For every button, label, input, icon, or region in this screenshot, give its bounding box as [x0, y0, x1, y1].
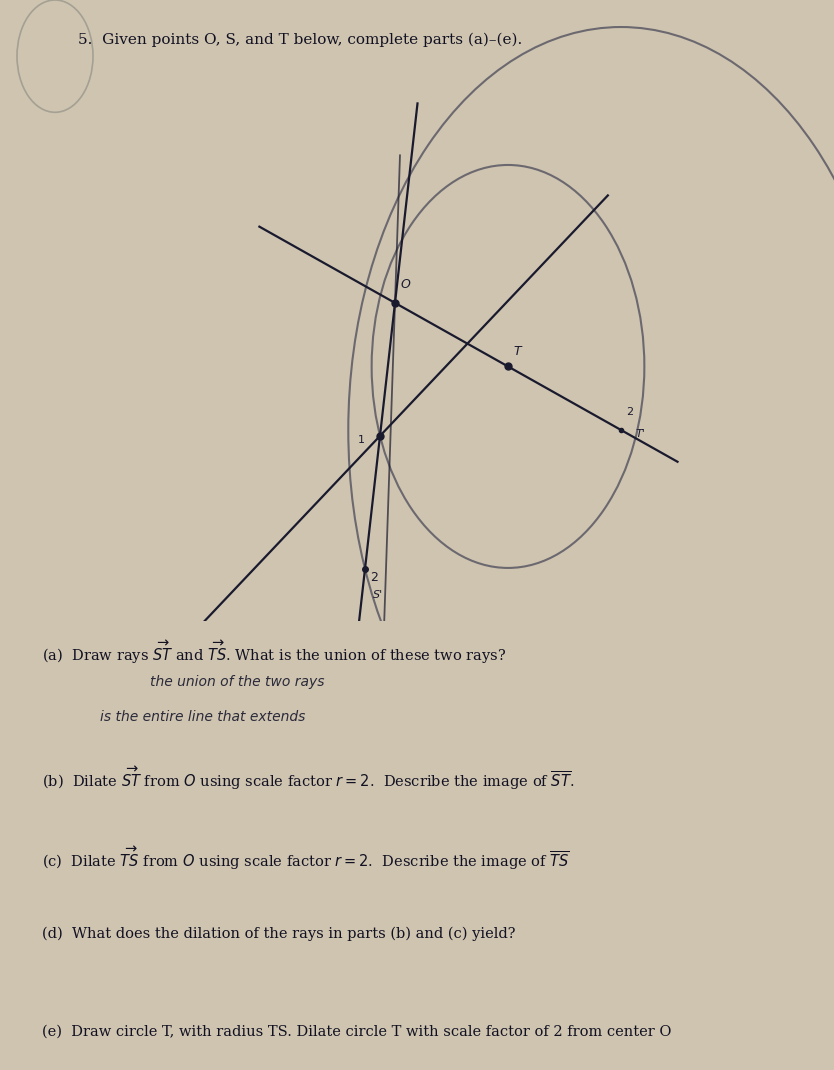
- Text: (a)  Draw rays $\overrightarrow{ST}$ and $\overrightarrow{TS}$. What is the unio: (a) Draw rays $\overrightarrow{ST}$ and …: [42, 639, 506, 666]
- Text: (d)  What does the dilation of the rays in parts (b) and (c) yield?: (d) What does the dilation of the rays i…: [42, 927, 515, 941]
- Text: 2: 2: [370, 570, 378, 584]
- Text: S': S': [373, 591, 383, 600]
- Text: (b)  Dilate $\overrightarrow{ST}$ from $O$ using scale factor $r=2$.  Describe t: (b) Dilate $\overrightarrow{ST}$ from $O…: [42, 764, 574, 792]
- Text: T': T': [636, 429, 646, 440]
- Text: O: O: [401, 278, 411, 291]
- Text: is the entire line that extends: is the entire line that extends: [100, 710, 305, 724]
- Text: T: T: [513, 345, 520, 357]
- Text: 1: 1: [358, 435, 365, 445]
- Text: (e)  Draw circle T, with radius TS. Dilate circle T with scale factor of 2 from : (e) Draw circle T, with radius TS. Dilat…: [42, 1025, 671, 1039]
- Text: 5.  Given points O, S, and T below, complete parts (a)–(e).: 5. Given points O, S, and T below, compl…: [78, 32, 522, 47]
- Text: the union of the two rays: the union of the two rays: [150, 674, 324, 688]
- Text: 2: 2: [626, 408, 633, 417]
- Text: (c)  Dilate $\overrightarrow{TS}$ from $O$ using scale factor $r=2$.  Describe t: (c) Dilate $\overrightarrow{TS}$ from $O…: [42, 845, 570, 872]
